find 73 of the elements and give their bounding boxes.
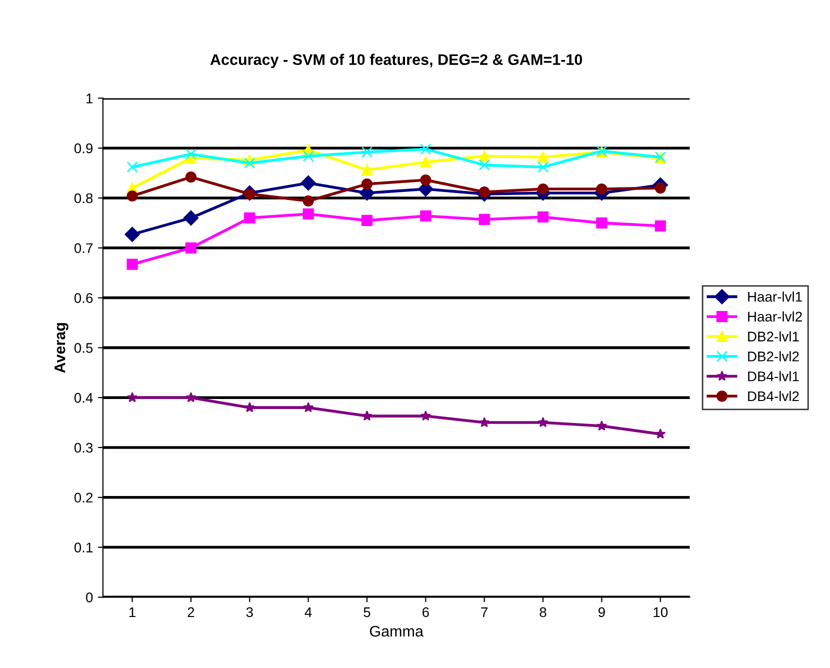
x-tick-label: 10 — [654, 607, 668, 618]
y-tick-label: 1 — [86, 94, 93, 104]
point — [126, 258, 138, 270]
y-tick-label: 0.8 — [74, 193, 93, 204]
point — [478, 214, 490, 226]
x-tick-label: 8 — [540, 607, 546, 618]
point — [185, 242, 196, 254]
y-tick-label: 0.3 — [74, 442, 93, 453]
point — [302, 150, 314, 162]
point — [654, 220, 666, 232]
x-tick-label: 7 — [481, 607, 488, 617]
point — [185, 171, 196, 183]
y-tick-label: 0.7 — [74, 243, 92, 254]
y-tick-label: 0 — [86, 592, 93, 602]
point — [420, 174, 432, 186]
point — [596, 183, 608, 195]
legend-label: DB2-lvl2 — [748, 351, 799, 362]
point — [361, 214, 373, 226]
point — [126, 162, 138, 173]
point — [244, 212, 256, 224]
point — [538, 416, 548, 428]
legend-label: DB4-lvl1 — [748, 371, 799, 382]
x-tick-label: 5 — [364, 607, 370, 618]
point — [300, 175, 316, 191]
y-tick-label: 0.9 — [74, 143, 93, 154]
x-tick-label: 1 — [129, 607, 136, 617]
point — [126, 392, 138, 402]
point — [537, 183, 549, 195]
point — [361, 178, 373, 190]
x-tick-label: 2 — [188, 607, 194, 617]
point — [654, 182, 666, 194]
point — [185, 148, 196, 160]
point — [537, 211, 549, 223]
legend-label: DB2-lvl1 — [748, 331, 799, 342]
point — [478, 150, 490, 162]
y-tick-label: 0.6 — [74, 293, 93, 303]
point — [655, 428, 666, 439]
point — [362, 410, 372, 421]
point — [361, 164, 373, 176]
point — [596, 420, 608, 431]
y-tick-label: 0.1 — [74, 542, 93, 552]
point — [479, 416, 490, 428]
legend-label: Haar-lvl2 — [748, 311, 802, 322]
point — [124, 226, 140, 242]
point — [244, 402, 255, 412]
y-tick-label: 0.2 — [74, 492, 92, 503]
x-tick-label: 6 — [422, 607, 429, 618]
x-axis-title: Gamma — [370, 626, 424, 637]
chart-title: Accuracy - SVM of 10 features, DEG=2 & GAM=1-10 — [210, 54, 582, 68]
point — [186, 392, 196, 402]
point — [537, 152, 549, 163]
y-axis-title: Averag — [54, 323, 68, 373]
y-tick-label: 0.5 — [74, 343, 93, 353]
point — [361, 146, 373, 158]
x-tick-label: 9 — [598, 607, 605, 618]
point — [420, 144, 432, 155]
point — [420, 410, 431, 421]
point — [244, 158, 256, 169]
point — [537, 162, 549, 173]
point — [302, 402, 314, 412]
point — [302, 195, 314, 207]
point — [420, 156, 432, 168]
legend-label: Haar-lvl1 — [748, 291, 802, 302]
point — [126, 190, 138, 202]
x-tick-label: 3 — [246, 607, 253, 618]
point — [183, 210, 199, 226]
y-tick-label: 0.4 — [74, 392, 93, 403]
point — [302, 208, 314, 220]
x-tick-label: 4 — [304, 607, 312, 617]
point — [596, 217, 608, 228]
point — [478, 160, 490, 171]
legend-label: DB4-lvl2 — [748, 390, 799, 402]
point — [420, 210, 432, 222]
